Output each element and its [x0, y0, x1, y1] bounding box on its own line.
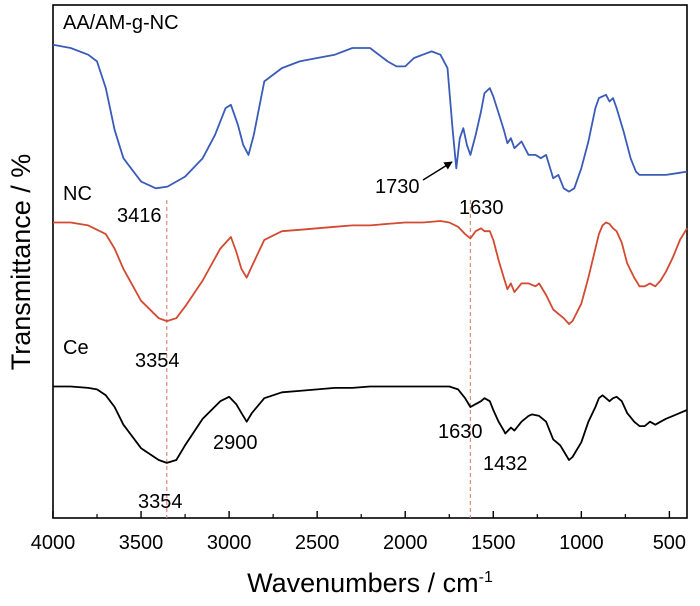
annotation-2900: 2900: [213, 432, 258, 454]
x-axis-title-superscript: -1: [479, 569, 493, 586]
annotation-1730-arrow: [422, 161, 453, 181]
annotation-1630-bottom: 1630: [438, 421, 483, 443]
annotation-1730: 1730: [375, 176, 420, 198]
x-tick-label-2500: 2500: [295, 532, 340, 554]
series-label-ce: Ce: [63, 337, 89, 359]
x-tick-label-1000: 1000: [559, 532, 604, 554]
annotation-3354-mid: 3354: [135, 350, 180, 372]
annotation-3416: 3416: [117, 205, 162, 227]
series-label-aa-am-g-nc: AA/AM-g-NC: [63, 12, 179, 34]
series-line-aa-am-g-nc: [52, 43, 688, 193]
annotation-3354-bottom: 3354: [138, 491, 183, 513]
y-axis-title: Transmittance / %: [6, 154, 36, 371]
series-line-ce: [53, 385, 688, 464]
x-tick-label-2000: 2000: [383, 532, 428, 554]
x-tick-label-3500: 3500: [119, 532, 164, 554]
annotation-1630-top: 1630: [459, 197, 504, 219]
series-group: [52, 43, 688, 464]
x-axis-ticks: 4000 3500 3000 2500 2000 1500 1000 500: [31, 511, 686, 554]
series-line-nc: [53, 220, 688, 325]
plot-frame: [52, 4, 688, 519]
reference-lines: [166, 200, 471, 518]
x-tick-label-3000: 3000: [207, 532, 252, 554]
series-label-nc: NC: [63, 183, 92, 205]
x-tick-label-1500: 1500: [471, 532, 516, 554]
annotation-1432: 1432: [483, 453, 528, 475]
x-tick-label-500: 500: [653, 532, 686, 554]
x-tick-label-4000: 4000: [31, 532, 76, 554]
x-axis-title: Wavenumbers / cm-1: [247, 568, 493, 598]
